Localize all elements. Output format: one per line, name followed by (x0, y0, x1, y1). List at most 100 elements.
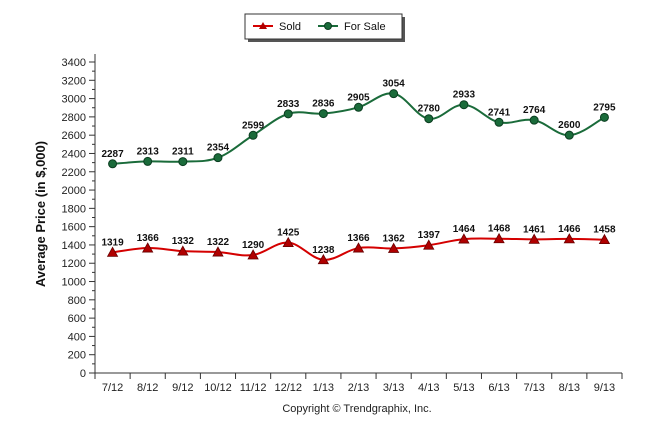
y-tick-label: 0 (80, 368, 86, 380)
data-label-for-sale: 2313 (137, 146, 160, 157)
data-point-for-sale (459, 100, 469, 110)
y-axis-title: Average Price (in $,000) (33, 141, 48, 287)
data-label-sold: 1366 (347, 233, 370, 244)
y-tick-label: 600 (68, 313, 86, 325)
data-point-sold (563, 233, 575, 244)
data-point-sold (142, 242, 154, 253)
y-tick-label: 2600 (62, 130, 86, 142)
data-label-sold: 1464 (453, 224, 476, 235)
data-point-sold (212, 246, 224, 257)
y-tick-label: 1400 (62, 240, 86, 252)
data-label-sold: 1366 (137, 233, 160, 244)
y-tick-label: 2000 (62, 185, 86, 197)
data-label-sold: 1238 (312, 245, 335, 256)
data-point-for-sale (213, 153, 223, 163)
x-tick-label: 9/12 (172, 382, 193, 394)
data-point-sold (493, 232, 505, 244)
data-label-for-sale: 2354 (207, 143, 230, 154)
y-tick-label: 3000 (62, 94, 86, 106)
x-tick-label: 11/12 (240, 382, 267, 394)
y-tick-label: 2800 (62, 112, 86, 124)
y-tick-label: 3400 (62, 57, 86, 69)
data-point-for-sale (283, 109, 293, 119)
legend-marker-for-sale (324, 22, 332, 30)
data-label-for-sale: 2836 (312, 99, 335, 110)
data-point-for-sale (354, 102, 363, 112)
data-label-sold: 1461 (523, 224, 546, 235)
data-point-sold (317, 253, 330, 265)
data-label-sold: 1397 (418, 230, 441, 241)
x-tick-label: 10/12 (204, 382, 232, 394)
chart-axes: 0 200 400 600 800 1000 1200 1400 1600 1800 2000 220… (62, 54, 623, 394)
data-point-sold (106, 246, 119, 257)
data-label-for-sale: 2933 (453, 90, 476, 101)
data-label-sold: 1466 (558, 224, 581, 235)
series-for-sale: 2287 2313 2311 2354 2599 2833 2836 2905 3054 2780… (101, 79, 616, 169)
y-tick-label: 1800 (62, 203, 86, 215)
y-tick-label: 200 (68, 350, 86, 362)
y-tick-label: 800 (68, 295, 86, 307)
data-label-for-sale: 2764 (523, 105, 546, 116)
data-label-for-sale: 2287 (101, 149, 124, 160)
data-label-for-sale: 2833 (277, 99, 300, 110)
x-tick-label: 7/12 (102, 382, 123, 394)
x-tick-label: 1/13 (313, 382, 334, 394)
data-label-sold: 1458 (593, 225, 616, 236)
data-label-sold: 1468 (488, 224, 511, 235)
y-tick-label: 400 (68, 331, 86, 343)
legend-label-sold: Sold (279, 21, 301, 33)
data-point-sold (598, 233, 611, 245)
y-tick-label: 1200 (62, 258, 86, 270)
data-point-for-sale (318, 109, 328, 119)
series-layer: 1319 1366 1332 1322 1290 1425 1238 1366 1362 1397… (101, 79, 616, 265)
x-tick-label: 7/13 (523, 382, 544, 394)
x-tick-label: 3/13 (383, 382, 404, 394)
data-point-sold (528, 233, 540, 244)
x-tick-label: 9/13 (594, 382, 615, 394)
x-tick-label: 2/13 (348, 382, 369, 394)
legend-marker-sold (259, 22, 267, 29)
series-sold: 1319 1366 1332 1322 1290 1425 1238 1366 1362 1397… (101, 224, 616, 265)
x-tick-label: 6/13 (488, 382, 509, 394)
y-tick-label: 1000 (62, 277, 86, 289)
data-label-for-sale: 2599 (242, 120, 265, 131)
data-label-for-sale: 2311 (172, 147, 194, 158)
data-point-for-sale (389, 89, 399, 99)
data-label-sold: 1319 (101, 237, 124, 248)
data-label-for-sale: 2741 (488, 107, 511, 118)
data-point-for-sale (143, 156, 153, 166)
data-label-for-sale: 2795 (593, 102, 616, 113)
y-tick-label: 2400 (62, 148, 86, 160)
data-point-for-sale (599, 112, 609, 122)
data-point-sold (177, 245, 189, 256)
data-point-for-sale (564, 130, 574, 140)
y-tick-label: 2200 (62, 167, 86, 179)
data-label-for-sale: 2905 (347, 92, 370, 103)
data-point-for-sale (424, 114, 434, 124)
data-point-for-sale (178, 157, 188, 167)
data-point-for-sale (529, 115, 539, 125)
data-label-sold: 1332 (172, 236, 195, 247)
data-point-sold (282, 236, 294, 248)
x-tick-label: 8/13 (559, 382, 580, 394)
data-point-sold (423, 239, 435, 250)
data-point-sold (458, 233, 470, 244)
data-label-sold: 1322 (207, 237, 230, 248)
copyright-text: Copyright © Trendgraphix, Inc. (282, 403, 431, 415)
data-label-for-sale: 2600 (558, 120, 581, 131)
data-point-for-sale (494, 117, 504, 127)
legend: Sold For Sale (244, 13, 405, 42)
data-point-sold (387, 242, 400, 253)
data-point-sold (247, 249, 259, 260)
x-tick-label: 4/13 (418, 382, 439, 394)
legend-label-for-sale: For Sale (344, 21, 386, 33)
y-tick-label: 1600 (62, 222, 86, 234)
data-label-sold: 1425 (277, 228, 300, 239)
data-label-for-sale: 3054 (383, 79, 406, 90)
data-point-sold (352, 242, 365, 253)
data-point-for-sale (248, 130, 258, 140)
data-point-for-sale (108, 159, 118, 169)
data-label-sold: 1362 (383, 233, 406, 244)
y-tick-label: 3200 (62, 75, 86, 87)
